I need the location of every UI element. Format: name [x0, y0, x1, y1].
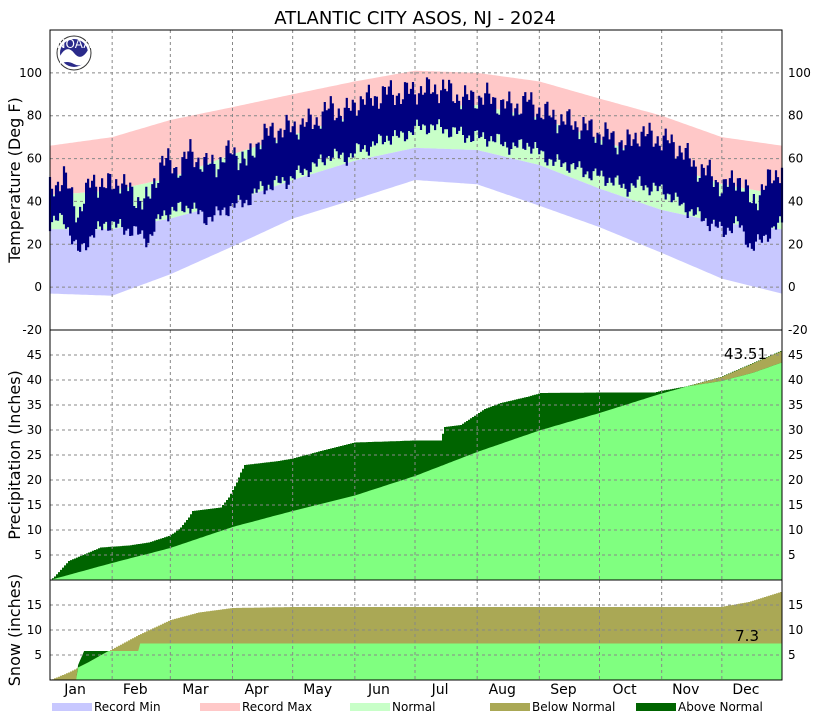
month-label: Nov — [672, 682, 699, 698]
precip-ytick-left: 20 — [27, 473, 42, 487]
record-min-band — [50, 147, 782, 296]
legend-label: Normal — [392, 700, 435, 714]
legend-swatch — [350, 703, 390, 711]
temp-ytick-right: 100 — [788, 66, 811, 80]
snow-axis-label: Snow (inches) — [5, 574, 24, 686]
legend-swatch — [52, 703, 92, 711]
legend-label: Above Normal — [678, 700, 763, 714]
temp-ytick-left: 60 — [27, 152, 42, 166]
snow-ytick-left: 5 — [34, 648, 42, 662]
record-max-band — [50, 70, 782, 195]
temp-ytick-right: 0 — [788, 280, 796, 294]
snow-ytick-left: 15 — [27, 598, 42, 612]
temp-axis-label: Temperature (Deg F) — [5, 97, 24, 264]
month-label: Jan — [63, 682, 86, 698]
panel-frame — [49, 579, 783, 681]
legend-swatch — [490, 703, 530, 711]
month-label: Mar — [182, 682, 209, 698]
legend-label: Record Max — [242, 700, 312, 714]
legend-swatch — [200, 703, 240, 711]
precip-ytick-right: 35 — [788, 398, 803, 412]
month-label: Aug — [489, 682, 516, 698]
precip-ytick-left: 10 — [27, 523, 42, 537]
precip-ytick-left: 40 — [27, 373, 42, 387]
month-label: Oct — [612, 682, 637, 698]
snow-normal-area — [50, 643, 782, 680]
precip-ytick-right: 45 — [788, 348, 803, 362]
precip-ytick-right: 30 — [788, 423, 803, 437]
month-label: Jul — [431, 682, 449, 698]
precip-total-annotation: 43.51 — [724, 345, 767, 363]
temp-ytick-left: 20 — [27, 237, 42, 251]
temp-ytick-right: 20 — [788, 237, 803, 251]
precip-axis-label: Precipitation (Inches) — [5, 370, 24, 540]
temp-ytick-right: 60 — [788, 152, 803, 166]
legend-swatch — [636, 703, 676, 711]
temp-ytick-left: 80 — [27, 109, 42, 123]
precip-ytick-right: 20 — [788, 473, 803, 487]
precip-ytick-right: 25 — [788, 448, 803, 462]
precip-ytick-right: 10 — [788, 523, 803, 537]
month-label: Jun — [367, 682, 390, 698]
noaa-logo: NOAA — [56, 35, 93, 71]
noaa-logo-text: NOAA — [57, 37, 93, 51]
month-label: Dec — [732, 682, 759, 698]
temp-ytick-left: 100 — [19, 66, 42, 80]
temp-ytick-left: -20 — [22, 323, 42, 337]
temp-ytick-right: 80 — [788, 109, 803, 123]
temp-ytick-right: 40 — [788, 194, 803, 208]
precip-ytick-left: 35 — [27, 398, 42, 412]
temp-ytick-left: 40 — [27, 194, 42, 208]
month-label: Sep — [550, 682, 577, 698]
month-label: Apr — [244, 682, 268, 698]
snow-ytick-right: 15 — [788, 598, 803, 612]
temp-ytick-left: 0 — [34, 280, 42, 294]
precip-ytick-left: 5 — [34, 548, 42, 562]
precip-normal-area — [50, 362, 782, 580]
precip-ytick-right: 5 — [788, 548, 796, 562]
temp-ytick-right: -20 — [788, 323, 808, 337]
precip-ytick-left: 15 — [27, 498, 42, 512]
legend-label: Record Min — [94, 700, 161, 714]
chart-title: ATLANTIC CITY ASOS, NJ - 2024 — [274, 8, 556, 29]
precip-ytick-left: 30 — [27, 423, 42, 437]
legend-label: Below Normal — [532, 700, 615, 714]
precip-ytick-left: 45 — [27, 348, 42, 362]
snow-total-annotation: 7.3 — [735, 627, 759, 645]
snow-ytick-right: 5 — [788, 648, 796, 662]
precip-ytick-left: 25 — [27, 448, 42, 462]
snow-ytick-right: 10 — [788, 623, 803, 637]
month-label: Feb — [123, 682, 148, 698]
precip-ytick-right: 15 — [788, 498, 803, 512]
precip-ytick-right: 40 — [788, 373, 803, 387]
snow-ytick-left: 10 — [27, 623, 42, 637]
month-label: May — [303, 682, 332, 698]
